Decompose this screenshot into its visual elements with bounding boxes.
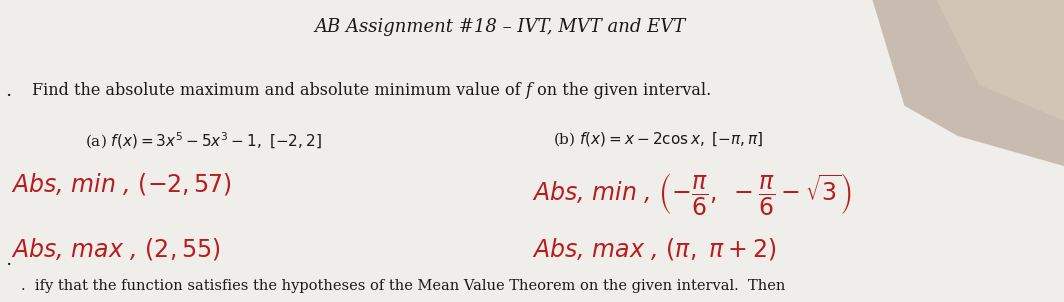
Text: Abs, min , $(-2, 57)$: Abs, min , $(-2, 57)$ (11, 171, 231, 197)
Text: .  ify that the function satisfies the hypotheses of the Mean Value Theorem on t: . ify that the function satisfies the hy… (21, 279, 785, 293)
Text: .: . (5, 82, 12, 100)
Text: (b) $f(x) = x - 2\mathrm{cos}\,x,\ [-\pi, \pi]$: (b) $f(x) = x - 2\mathrm{cos}\,x,\ [-\pi… (553, 130, 764, 148)
Polygon shape (936, 0, 1064, 121)
Text: Abs, max , $(2, 55)$: Abs, max , $(2, 55)$ (11, 236, 220, 262)
Text: Abs, min , $\left(-\dfrac{\pi}{6},\ -\dfrac{\pi}{6} - \sqrt{3}\right)$: Abs, min , $\left(-\dfrac{\pi}{6},\ -\df… (532, 171, 852, 217)
Polygon shape (872, 0, 1064, 166)
Text: (a) $f(x) = 3x^5 - 5x^3 - 1,\ [-2, 2]$: (a) $f(x) = 3x^5 - 5x^3 - 1,\ [-2, 2]$ (85, 130, 322, 151)
Text: Abs, max , $(\pi,\ \pi + 2)$: Abs, max , $(\pi,\ \pi + 2)$ (532, 236, 777, 262)
Text: AB Assignment #18 – IVT, MVT and EVT: AB Assignment #18 – IVT, MVT and EVT (315, 18, 685, 36)
Text: Find the absolute maximum and absolute minimum value of: Find the absolute maximum and absolute m… (32, 82, 526, 98)
Text: on the given interval.: on the given interval. (532, 82, 711, 98)
Text: f: f (526, 82, 532, 98)
Text: .: . (5, 251, 12, 269)
